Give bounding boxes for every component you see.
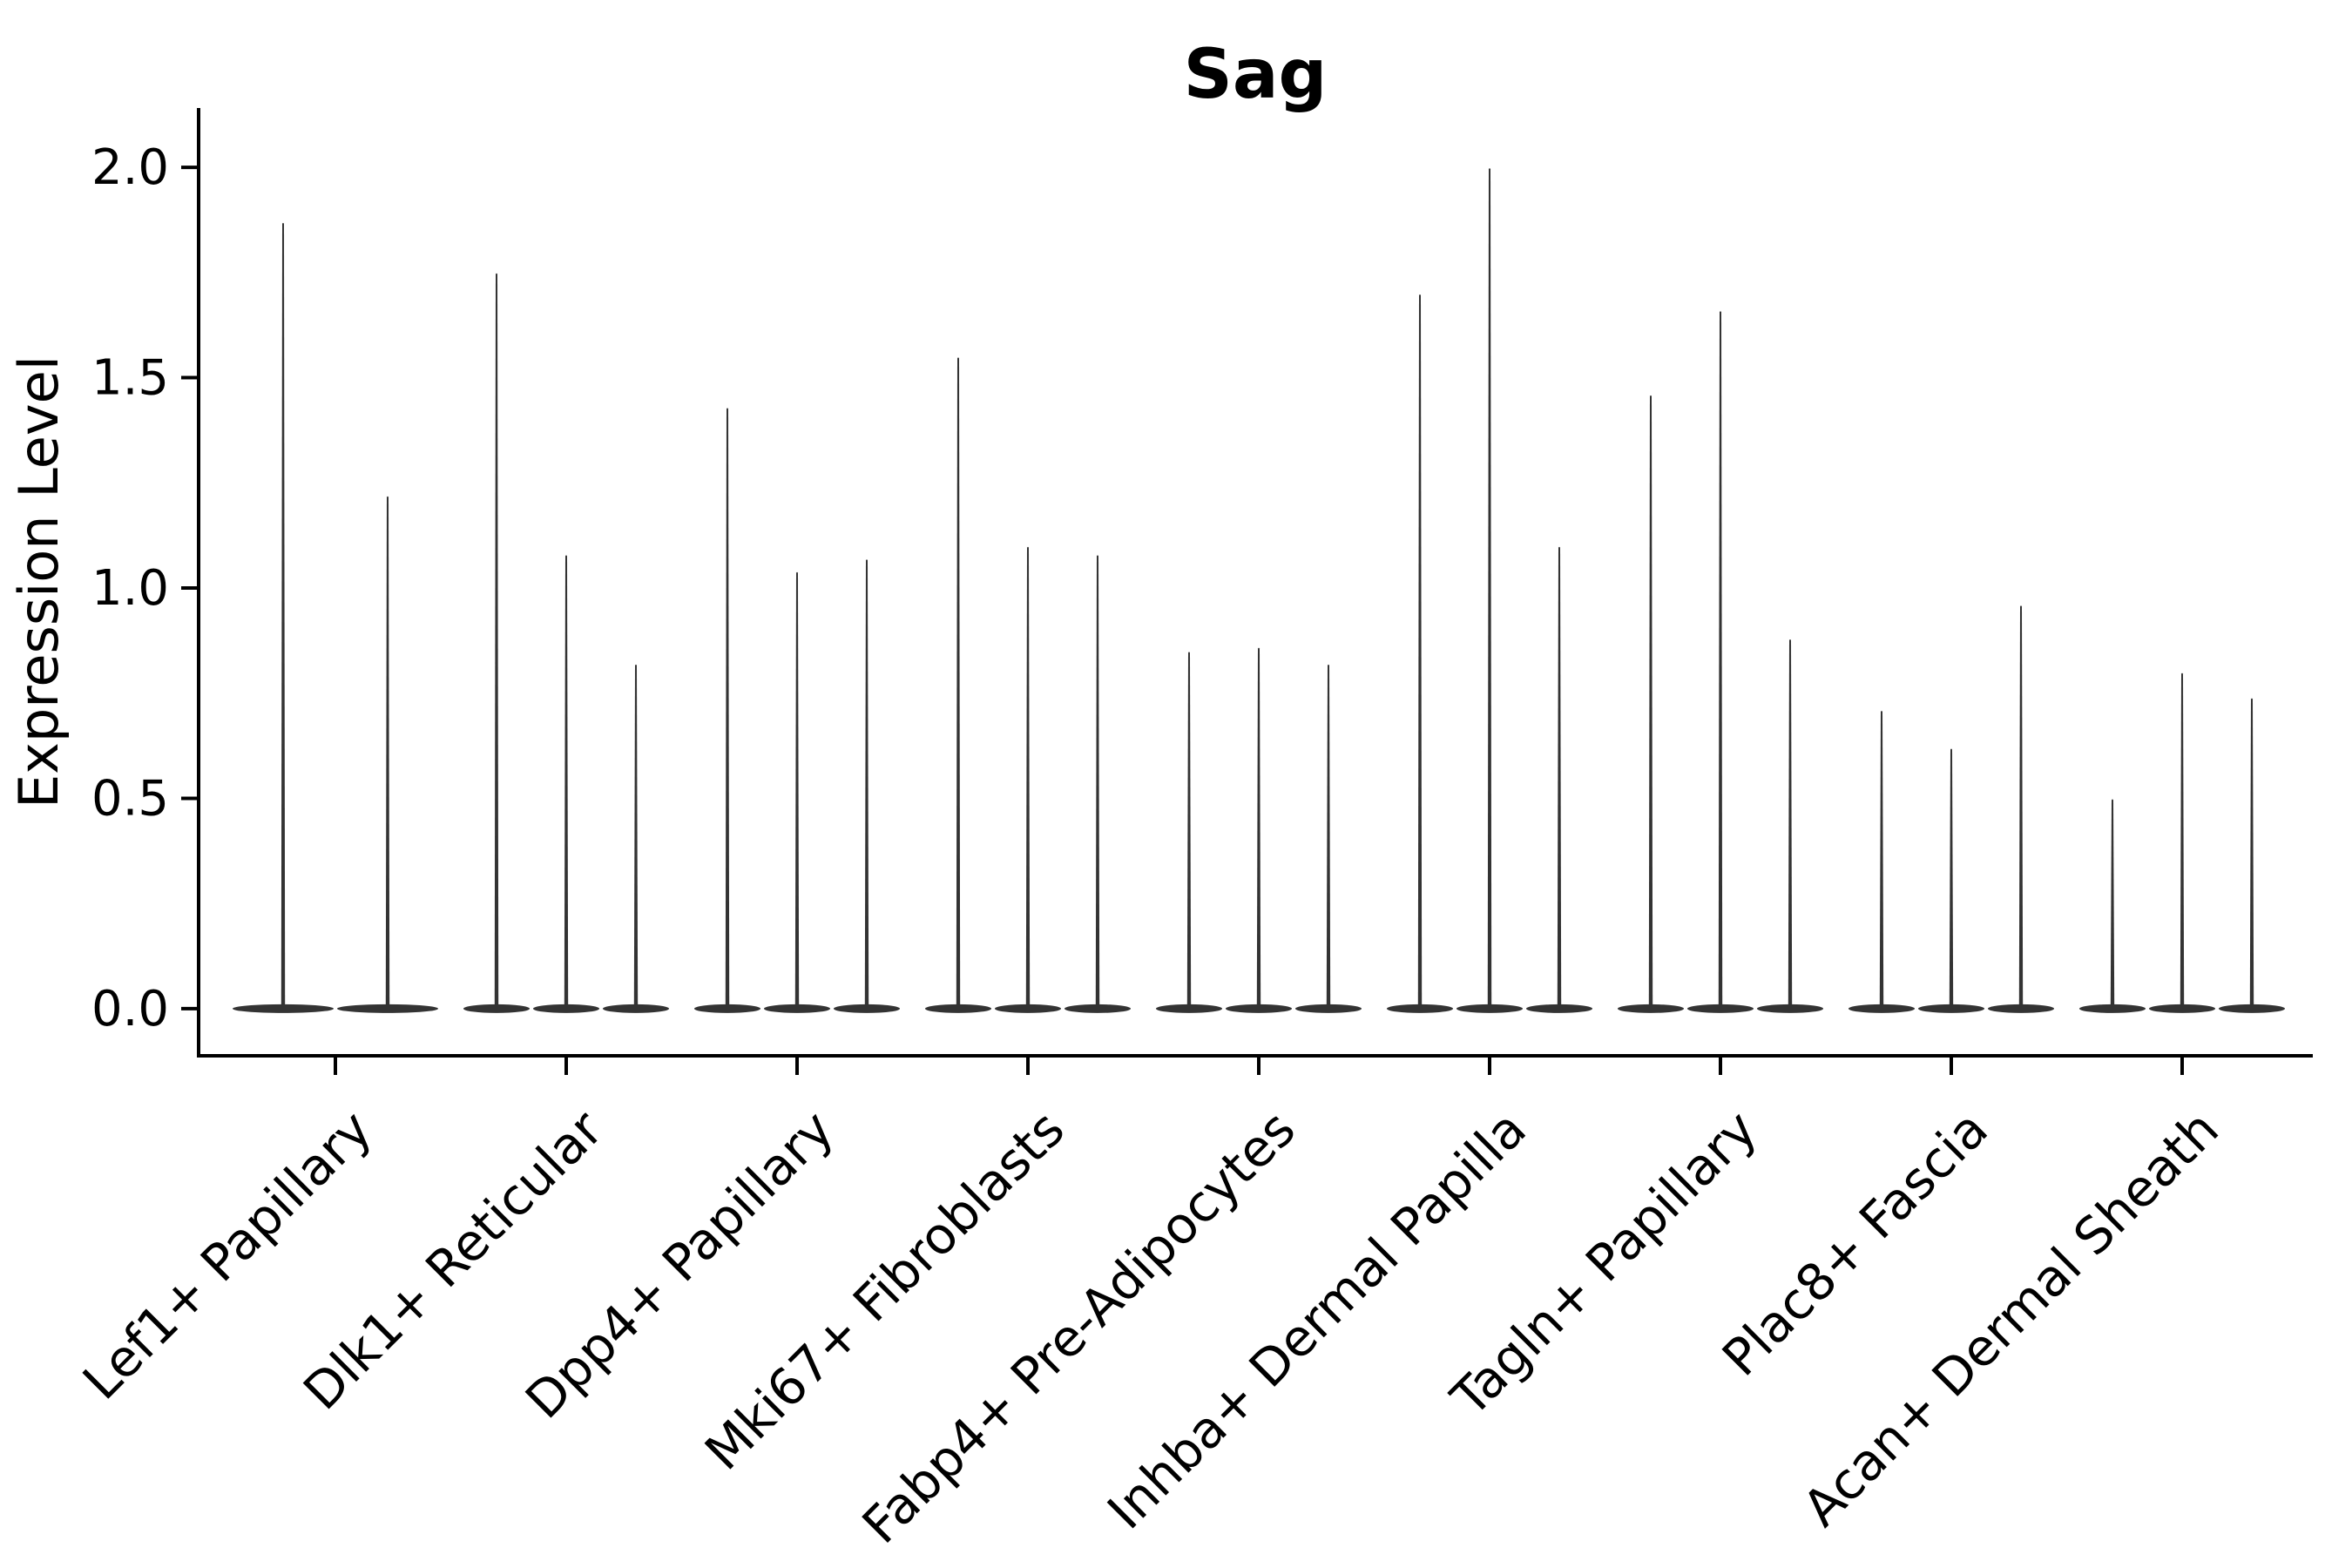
violin-spike bbox=[794, 571, 800, 1009]
violin-body bbox=[533, 1004, 599, 1013]
violin-body bbox=[1687, 1004, 1754, 1013]
y-tick-label: 0.0 bbox=[91, 981, 169, 1037]
violin-spike bbox=[2110, 799, 2115, 1009]
violin-body bbox=[834, 1004, 900, 1013]
violin-spike bbox=[1788, 639, 1793, 1009]
x-tick-label: Acan+ Dermal Sheath bbox=[1791, 1099, 2229, 1538]
violin-body bbox=[233, 1004, 334, 1013]
violin-body bbox=[1848, 1004, 1915, 1013]
violin-body bbox=[2149, 1004, 2215, 1013]
violin-spike bbox=[1718, 311, 1723, 1009]
y-tick-label: 0.5 bbox=[91, 771, 169, 828]
violin-group bbox=[463, 273, 669, 1013]
violin-group bbox=[694, 408, 900, 1013]
violin-spike bbox=[385, 496, 390, 1009]
violin-spike bbox=[564, 555, 569, 1009]
violin-body bbox=[603, 1004, 669, 1013]
violin-body bbox=[2079, 1004, 2146, 1013]
violin-spike bbox=[1186, 652, 1192, 1009]
x-tick-label: Inhba+ Dermal Papilla bbox=[1096, 1099, 1538, 1541]
violin-spike bbox=[1879, 711, 1884, 1009]
violin-body bbox=[694, 1004, 760, 1013]
violin-spike bbox=[1025, 546, 1031, 1009]
violin-group bbox=[1156, 647, 1362, 1013]
violin-spike bbox=[1095, 555, 1100, 1009]
violin-body bbox=[2219, 1004, 2285, 1013]
violin-spike bbox=[494, 273, 499, 1009]
violin-group bbox=[1848, 605, 2054, 1013]
axes-layer bbox=[181, 108, 2313, 1075]
violin-spike bbox=[1417, 294, 1423, 1009]
violin-spike bbox=[1256, 647, 1261, 1009]
y-tick-label: 2.0 bbox=[91, 139, 169, 196]
violin-spike bbox=[1648, 395, 1653, 1009]
violin-body bbox=[995, 1004, 1061, 1013]
violin-body bbox=[1456, 1004, 1523, 1013]
violin-body bbox=[1618, 1004, 1684, 1013]
violin-spike bbox=[1557, 546, 1562, 1009]
violin-spike bbox=[2249, 698, 2254, 1009]
y-axis-label: Expression Level bbox=[7, 355, 71, 808]
violin-body bbox=[1226, 1004, 1292, 1013]
violin-body bbox=[1988, 1004, 2054, 1013]
violin-body bbox=[764, 1004, 830, 1013]
violin-spike bbox=[2018, 605, 2024, 1009]
violin-body bbox=[1295, 1004, 1362, 1013]
violin-group bbox=[1387, 168, 1592, 1013]
violin-spike bbox=[280, 222, 286, 1009]
violin-spike bbox=[1326, 664, 1331, 1009]
violin-group bbox=[1618, 311, 1823, 1013]
violin-spike bbox=[1487, 168, 1492, 1009]
violin-spike bbox=[864, 559, 869, 1009]
violins-layer bbox=[233, 168, 2285, 1013]
violin-body bbox=[337, 1004, 438, 1013]
violin-spike bbox=[2180, 672, 2185, 1009]
violin-body bbox=[1526, 1004, 1592, 1013]
y-tick-label: 1.0 bbox=[91, 560, 169, 617]
violin-body bbox=[1064, 1004, 1131, 1013]
violin-group bbox=[925, 357, 1131, 1013]
violin-spike bbox=[633, 664, 639, 1009]
chart-title: Sag bbox=[1184, 36, 1328, 114]
violin-group bbox=[2079, 672, 2285, 1013]
y-tick-label: 1.5 bbox=[91, 350, 169, 407]
violin-body bbox=[1387, 1004, 1453, 1013]
labels-layer: Sag Expression Level 0.00.51.01.52.0Lef1… bbox=[7, 36, 2230, 1555]
violin-spike bbox=[956, 357, 961, 1009]
violin-body bbox=[1757, 1004, 1823, 1013]
violin-group bbox=[233, 222, 438, 1013]
violin-spike bbox=[1949, 748, 1954, 1009]
violin-body bbox=[925, 1004, 991, 1013]
violin-body bbox=[1918, 1004, 1984, 1013]
violin-body bbox=[1156, 1004, 1222, 1013]
violin-spike bbox=[725, 408, 730, 1009]
x-tick-label: Fabp4+ Pre-Adipocytes bbox=[851, 1099, 1307, 1555]
violin-body bbox=[463, 1004, 530, 1013]
